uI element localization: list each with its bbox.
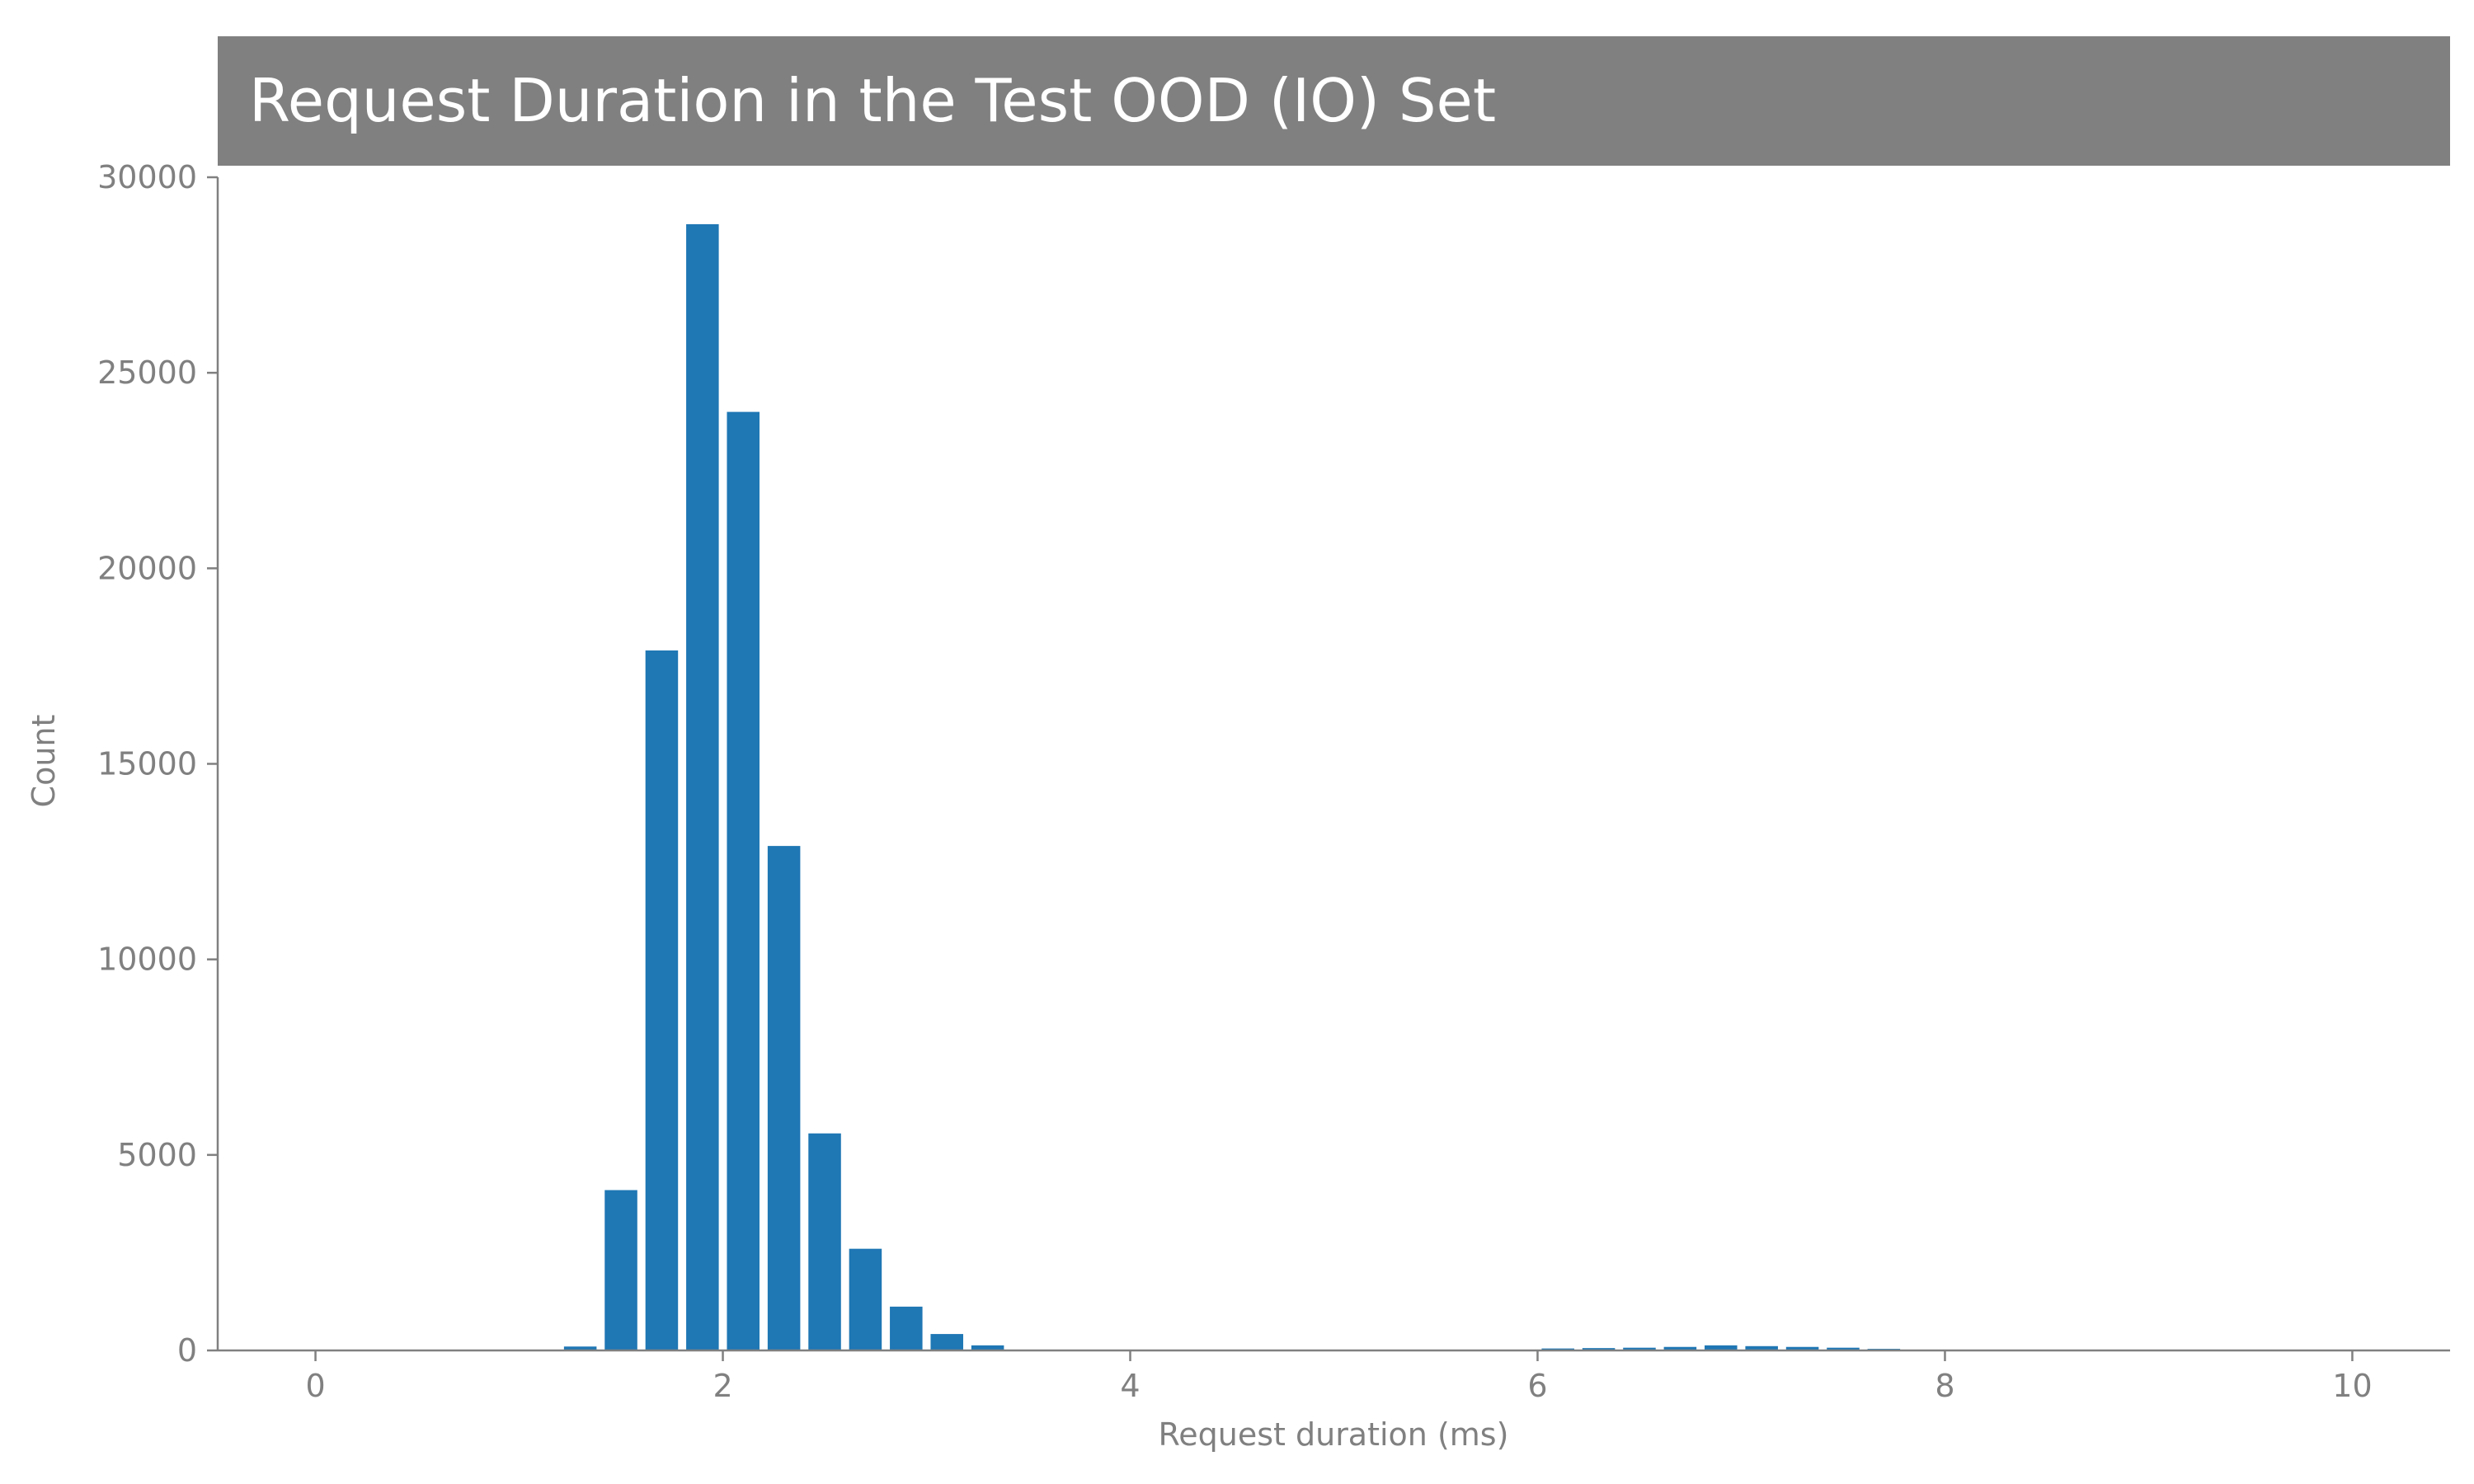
bar	[930, 1334, 963, 1350]
x-tick-label: 0	[305, 1368, 325, 1404]
bar	[686, 223, 719, 1350]
bar	[1623, 1347, 1656, 1350]
y-tick-label: 0	[177, 1332, 197, 1369]
bar	[1827, 1347, 1860, 1350]
bar	[849, 1248, 882, 1350]
bar	[727, 411, 760, 1351]
x-tick-label: 6	[1527, 1368, 1547, 1404]
y-axis-label: Count	[26, 715, 62, 808]
bar	[563, 1346, 597, 1350]
x-tick-label: 4	[1120, 1368, 1140, 1404]
bar	[1705, 1345, 1738, 1350]
bar	[767, 846, 801, 1350]
bar	[1582, 1348, 1616, 1350]
bar	[808, 1133, 841, 1350]
bar	[604, 1190, 637, 1350]
y-tick-label: 5000	[117, 1137, 197, 1173]
x-tick-label: 10	[2332, 1368, 2372, 1404]
y-tick-label: 30000	[97, 159, 197, 195]
chart-title-banner: Request Duration in the Test OOD (IO) Se…	[218, 36, 2450, 166]
bar	[971, 1345, 1004, 1350]
bars-group	[563, 223, 1941, 1351]
axes-group: 0 5000 10000 15000 20000 25000 30000 0 2 4 6 8 10	[97, 159, 2450, 1404]
chart-title: Request Duration in the Test OOD (IO) Se…	[249, 66, 1497, 135]
y-tick-label: 25000	[97, 355, 197, 391]
y-tick-label: 10000	[97, 942, 197, 978]
bar	[890, 1306, 923, 1350]
y-tick-label: 15000	[97, 746, 197, 782]
x-tick-label: 8	[1935, 1368, 1954, 1404]
x-axis-label: Request duration (ms)	[1159, 1416, 1509, 1453]
bar	[1745, 1345, 1778, 1350]
bar	[1785, 1346, 1819, 1350]
x-tick-label: 2	[713, 1368, 732, 1404]
bar	[645, 650, 679, 1350]
bar	[1663, 1346, 1697, 1350]
y-tick-label: 20000	[97, 550, 197, 586]
